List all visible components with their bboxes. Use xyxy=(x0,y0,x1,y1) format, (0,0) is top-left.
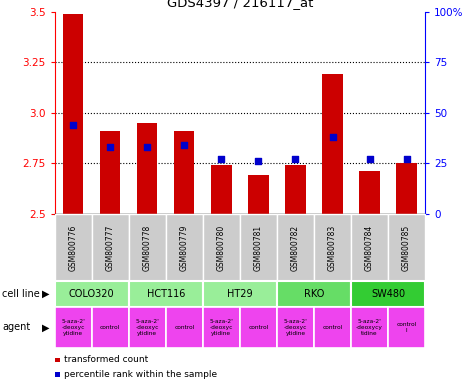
Text: control: control xyxy=(248,325,268,330)
Text: percentile rank within the sample: percentile rank within the sample xyxy=(64,370,217,379)
Text: 5-aza-2'
-deoxyc
ytidine: 5-aza-2' -deoxyc ytidine xyxy=(61,319,85,336)
Point xyxy=(69,122,77,128)
Text: GSM800777: GSM800777 xyxy=(106,224,114,271)
Point xyxy=(143,144,151,150)
Text: transformed count: transformed count xyxy=(64,356,148,364)
Text: GSM800782: GSM800782 xyxy=(291,224,300,271)
Bar xyxy=(137,123,157,214)
Point xyxy=(106,144,114,150)
Text: cell line: cell line xyxy=(2,289,40,299)
Bar xyxy=(285,166,305,214)
Point xyxy=(180,142,188,148)
Text: 5-aza-2'
-deoxyc
ytidine: 5-aza-2' -deoxyc ytidine xyxy=(209,319,233,336)
Bar xyxy=(100,131,120,214)
Bar xyxy=(360,171,380,214)
Bar xyxy=(248,175,268,214)
Point xyxy=(255,158,262,164)
Point xyxy=(366,156,373,162)
Text: control
l: control l xyxy=(397,322,417,333)
Bar xyxy=(174,131,194,214)
Text: GSM800781: GSM800781 xyxy=(254,224,263,271)
Text: agent: agent xyxy=(2,322,30,333)
Text: GSM800785: GSM800785 xyxy=(402,224,411,271)
Point xyxy=(218,156,225,162)
Point xyxy=(292,156,299,162)
Text: 5-aza-2'
-deoxyc
ytidine: 5-aza-2' -deoxyc ytidine xyxy=(284,319,307,336)
Text: RKO: RKO xyxy=(304,289,324,299)
Text: COLO320: COLO320 xyxy=(69,289,114,299)
Text: 5-aza-2'
-deoxycy
tidine: 5-aza-2' -deoxycy tidine xyxy=(356,319,383,336)
Text: HT29: HT29 xyxy=(227,289,253,299)
Text: GSM800783: GSM800783 xyxy=(328,224,337,271)
Text: GSM800784: GSM800784 xyxy=(365,224,374,271)
Title: GDS4397 / 216117_at: GDS4397 / 216117_at xyxy=(167,0,313,9)
Point xyxy=(329,134,336,140)
Text: GSM800776: GSM800776 xyxy=(69,224,77,271)
Text: ▶: ▶ xyxy=(42,322,50,333)
Bar xyxy=(323,74,342,214)
Text: HCT116: HCT116 xyxy=(147,289,185,299)
Text: GSM800780: GSM800780 xyxy=(217,224,226,271)
Bar xyxy=(211,166,231,214)
Text: SW480: SW480 xyxy=(371,289,405,299)
Text: ▶: ▶ xyxy=(42,289,50,299)
Text: GSM800779: GSM800779 xyxy=(180,224,189,271)
Text: 5-aza-2'
-deoxyc
ytidine: 5-aza-2' -deoxyc ytidine xyxy=(135,319,159,336)
Text: control: control xyxy=(100,325,120,330)
Bar xyxy=(397,163,417,214)
Text: control: control xyxy=(174,325,194,330)
Text: control: control xyxy=(323,325,342,330)
Bar xyxy=(63,13,83,214)
Text: GSM800778: GSM800778 xyxy=(143,224,152,271)
Point xyxy=(403,156,410,162)
